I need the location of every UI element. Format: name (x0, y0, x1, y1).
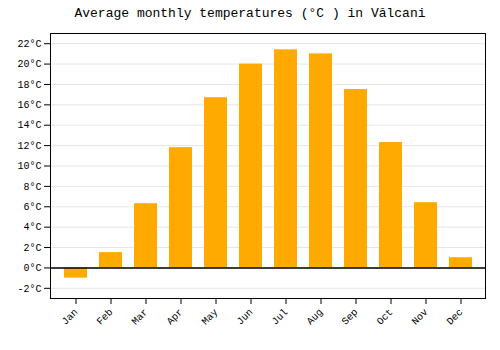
svg-text:8°C: 8°C (23, 182, 41, 193)
svg-text:20°C: 20°C (17, 59, 41, 70)
svg-text:May: May (200, 307, 221, 328)
svg-text:6°C: 6°C (23, 202, 41, 213)
html-text:Average monthly temperatures (: Average monthly temperatures (°C ) in Vă… (74, 6, 426, 21)
svg-text:2°C: 2°C (23, 243, 41, 254)
svg-text:Mar: Mar (130, 307, 151, 328)
svg-text:Aug: Aug (305, 307, 326, 328)
svg-text:4°C: 4°C (23, 222, 41, 233)
svg-text:14°C: 14°C (17, 120, 41, 131)
svg-text:Dec: Dec (445, 307, 466, 328)
svg-text:Jan: Jan (60, 307, 81, 328)
svg-text:-2°C: -2°C (17, 284, 41, 295)
svg-text:18°C: 18°C (17, 80, 41, 91)
svg-text:0°C: 0°C (23, 263, 41, 274)
svg-text:22°C: 22°C (17, 39, 41, 50)
svg-text:12°C: 12°C (17, 141, 41, 152)
svg-text:16°C: 16°C (17, 100, 41, 111)
svg-text:Oct: Oct (375, 307, 396, 328)
svg-text:Sep: Sep (340, 307, 361, 328)
svg-text:10°C: 10°C (17, 161, 41, 172)
svg-text:Nov: Nov (410, 307, 431, 328)
svg-text:Jul: Jul (270, 307, 291, 328)
svg-text:Feb: Feb (95, 307, 116, 328)
svg-text:Apr: Apr (165, 307, 186, 328)
svg-text:Jun: Jun (235, 307, 256, 328)
